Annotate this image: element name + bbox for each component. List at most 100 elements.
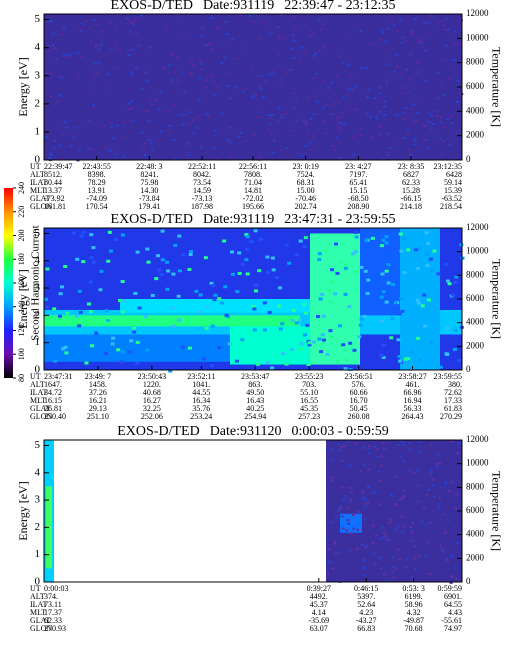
table-cell: -49.87 bbox=[403, 616, 424, 625]
y-tick-label: 0 bbox=[35, 576, 41, 588]
spectrogram-region bbox=[400, 228, 440, 370]
y-tick-label: 5 bbox=[35, 227, 41, 239]
spectrogram-cell bbox=[186, 123, 190, 126]
spectrogram-cell bbox=[48, 157, 52, 160]
spectrogram-cell bbox=[170, 53, 174, 56]
spectrogram-cell bbox=[435, 110, 439, 113]
spectrogram-cell bbox=[132, 330, 137, 334]
spectrogram-cell bbox=[359, 469, 363, 472]
row-label: ALT bbox=[30, 380, 45, 389]
table-cell: 16.70 bbox=[350, 396, 368, 405]
spectrogram-cell bbox=[134, 19, 138, 22]
spectrogram-cell bbox=[266, 270, 271, 274]
y-tick-label: 3 bbox=[35, 494, 41, 506]
spectrogram-cell bbox=[112, 137, 116, 140]
spectrogram-cell bbox=[166, 269, 171, 273]
spectrogram-cell bbox=[385, 580, 389, 583]
spectrogram-cell bbox=[406, 113, 410, 116]
spectrogram-cell bbox=[296, 152, 300, 155]
spectrogram-cell bbox=[268, 117, 272, 120]
spectrogram-cell bbox=[331, 458, 335, 461]
spectrogram-cell bbox=[94, 331, 99, 335]
spectrogram-cell bbox=[104, 309, 109, 313]
spectrogram-cell bbox=[343, 266, 348, 270]
spectrogram-cell bbox=[420, 41, 424, 44]
spectrogram-cell bbox=[121, 155, 125, 158]
spectrogram-cell bbox=[165, 287, 170, 291]
spectrogram-cell bbox=[222, 42, 226, 45]
x-tick-label: 0:00:03 bbox=[44, 584, 68, 593]
spectrogram-cell bbox=[159, 90, 163, 93]
spectrogram-cell bbox=[359, 317, 364, 321]
spectrogram-cell bbox=[224, 313, 229, 317]
spectrogram-cell bbox=[187, 142, 191, 145]
spectrogram-cell bbox=[134, 66, 138, 69]
spectrogram-cell bbox=[403, 489, 407, 492]
spectrogram-cell bbox=[294, 97, 298, 100]
spectrogram-cell bbox=[419, 39, 423, 42]
x-tick-label: 22:52:11 bbox=[188, 162, 216, 171]
spectrogram-cell bbox=[150, 86, 154, 89]
spectrogram-cell bbox=[106, 318, 111, 322]
table-cell: 15.00 bbox=[297, 186, 315, 195]
spectrogram-region bbox=[340, 513, 362, 533]
spectrogram-cell bbox=[400, 309, 405, 313]
spectrogram-cell bbox=[336, 55, 340, 58]
spectrogram-cell bbox=[317, 337, 322, 341]
spectrogram-cell bbox=[343, 367, 348, 371]
spectrogram-cell bbox=[396, 338, 401, 342]
spectrogram-cell bbox=[338, 324, 343, 328]
spectrogram-cell bbox=[292, 57, 296, 60]
spectrogram-cell bbox=[314, 95, 318, 98]
spectrogram-cell bbox=[385, 49, 389, 52]
table-cell: 37.26 bbox=[89, 388, 107, 397]
spectrogram-cell bbox=[422, 21, 426, 24]
spectrogram-cell bbox=[270, 256, 275, 260]
spectrogram-cell bbox=[415, 469, 419, 472]
table-cell: 61.83 bbox=[444, 404, 462, 413]
spectrogram-cell bbox=[262, 21, 266, 24]
spectrogram-cell bbox=[338, 505, 342, 508]
spectrogram-cell bbox=[226, 32, 230, 35]
table-cell: 16.21 bbox=[89, 396, 107, 405]
table-cell: 66.83 bbox=[357, 624, 375, 633]
spectrogram-cell bbox=[354, 235, 359, 239]
panel-title: EXOS-D/TED Date:931119 22:39:47 - 23:12:35 bbox=[111, 0, 396, 13]
spectrogram-cell bbox=[181, 253, 186, 257]
spectrogram-cell bbox=[110, 121, 114, 124]
spectrogram-cell bbox=[294, 253, 299, 257]
spectrogram-cell bbox=[424, 231, 429, 235]
spectrogram-cell bbox=[157, 268, 162, 272]
y-tick-label: 1 bbox=[35, 548, 41, 560]
spectrogram-cell bbox=[182, 36, 186, 39]
table-cell: 1220. bbox=[143, 380, 161, 389]
table-cell: 70.68 bbox=[405, 624, 423, 633]
table-cell: 6428 bbox=[446, 170, 462, 179]
spectrogram-cell bbox=[98, 288, 103, 292]
x-tick-label: 23:53:47 bbox=[241, 372, 269, 381]
spectrogram-cell bbox=[81, 260, 86, 264]
spectrogram-cell bbox=[113, 238, 118, 242]
table-cell: 17.33 bbox=[444, 396, 462, 405]
spectrogram-cell bbox=[46, 20, 50, 23]
table-cell: 703. bbox=[302, 380, 316, 389]
spectrogram-cell bbox=[108, 86, 112, 89]
row-label: MLT bbox=[30, 186, 46, 195]
spectrogram-cell bbox=[145, 247, 150, 251]
spectrogram-cell bbox=[258, 237, 263, 241]
table-cell: 8398. bbox=[88, 170, 106, 179]
spectrogram-cell bbox=[441, 19, 445, 22]
spectrogram-cell bbox=[356, 510, 360, 513]
spectrogram-cell bbox=[140, 14, 144, 17]
spectrogram-cell bbox=[174, 157, 178, 160]
spectrogram-cell bbox=[176, 56, 180, 59]
panel-title-time: 0:00:03 - 0:59:59 bbox=[292, 424, 389, 439]
spectrogram-cell bbox=[413, 545, 417, 548]
spectrogram-cell bbox=[337, 530, 341, 533]
table-cell: 16.43 bbox=[246, 396, 264, 405]
spectrogram-cell bbox=[388, 147, 392, 150]
table-cell: 4.43 bbox=[448, 608, 462, 617]
spectrogram-cell bbox=[63, 264, 68, 268]
colorbar-tick-label: 160 bbox=[17, 277, 26, 289]
spectrogram-cell bbox=[399, 249, 404, 253]
